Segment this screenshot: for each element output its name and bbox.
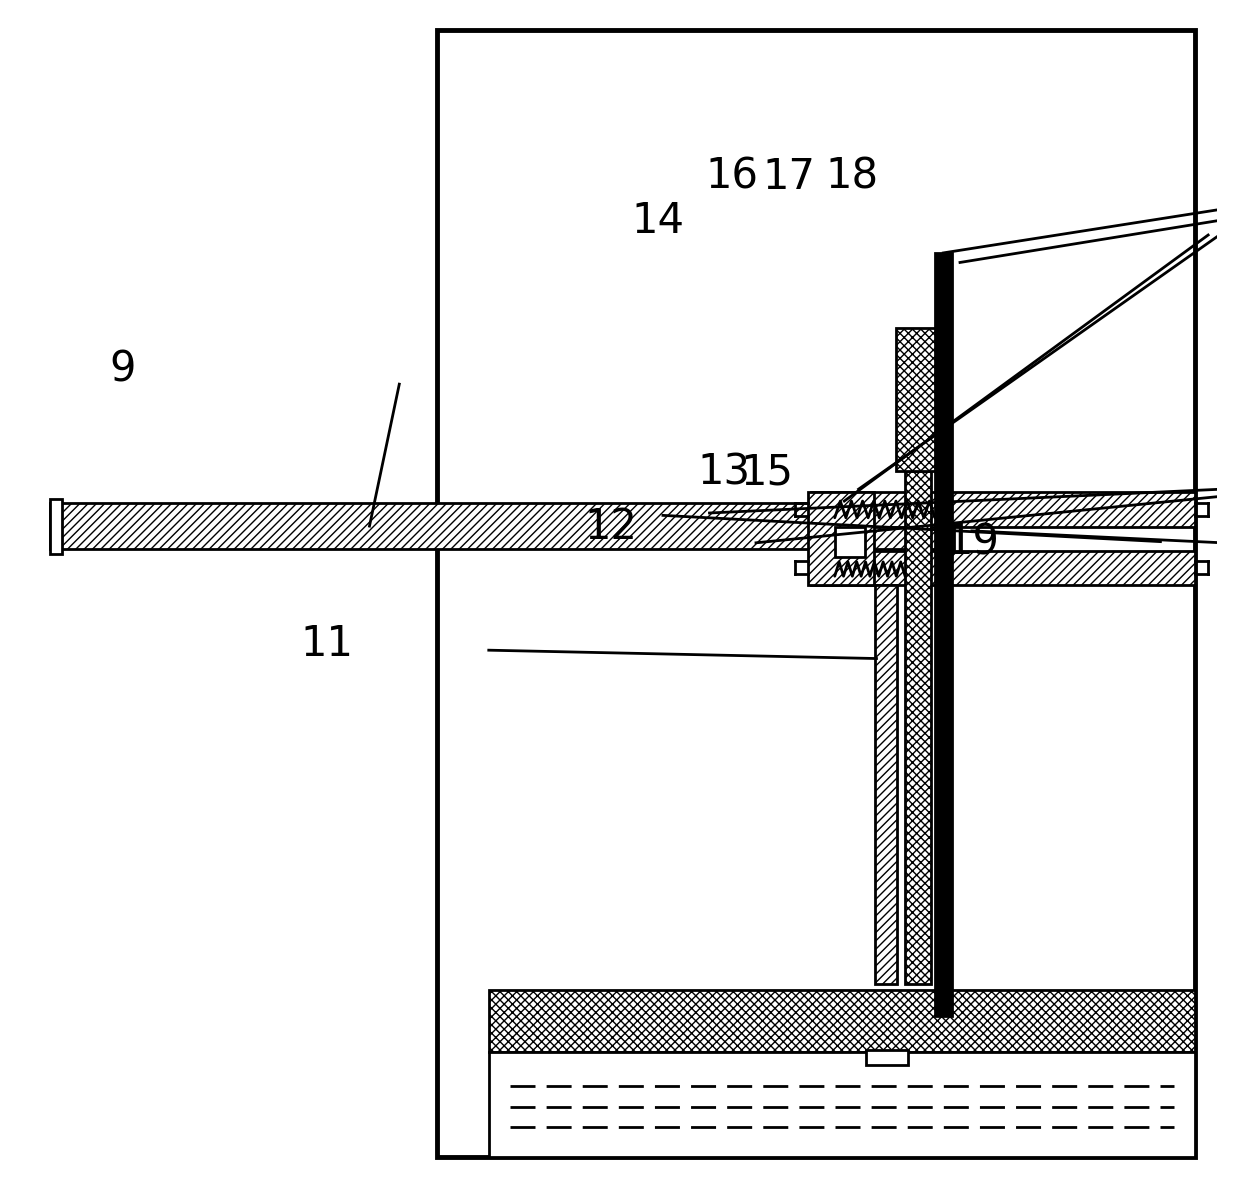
Text: 9: 9 [109,348,135,391]
Bar [905,471,931,984]
Text: 12: 12 [584,506,637,549]
Bar [489,1052,1195,1157]
Text: 13: 13 [698,451,750,494]
Bar [50,499,62,554]
Bar [808,492,874,585]
Bar [875,585,897,984]
Text: 19: 19 [947,521,999,564]
Bar [935,253,951,1016]
Bar [835,527,864,557]
Text: 14: 14 [632,199,684,242]
Text: 17: 17 [761,155,815,198]
Bar [811,551,1195,585]
Text: 16: 16 [706,155,759,198]
Bar [438,30,1195,1157]
Bar [895,328,949,471]
Bar [50,503,954,549]
Text: 15: 15 [740,451,794,494]
Bar [866,1050,908,1065]
Text: 11: 11 [300,623,353,666]
Text: 18: 18 [825,155,878,198]
Bar [489,990,1195,1052]
Bar [811,492,1195,527]
